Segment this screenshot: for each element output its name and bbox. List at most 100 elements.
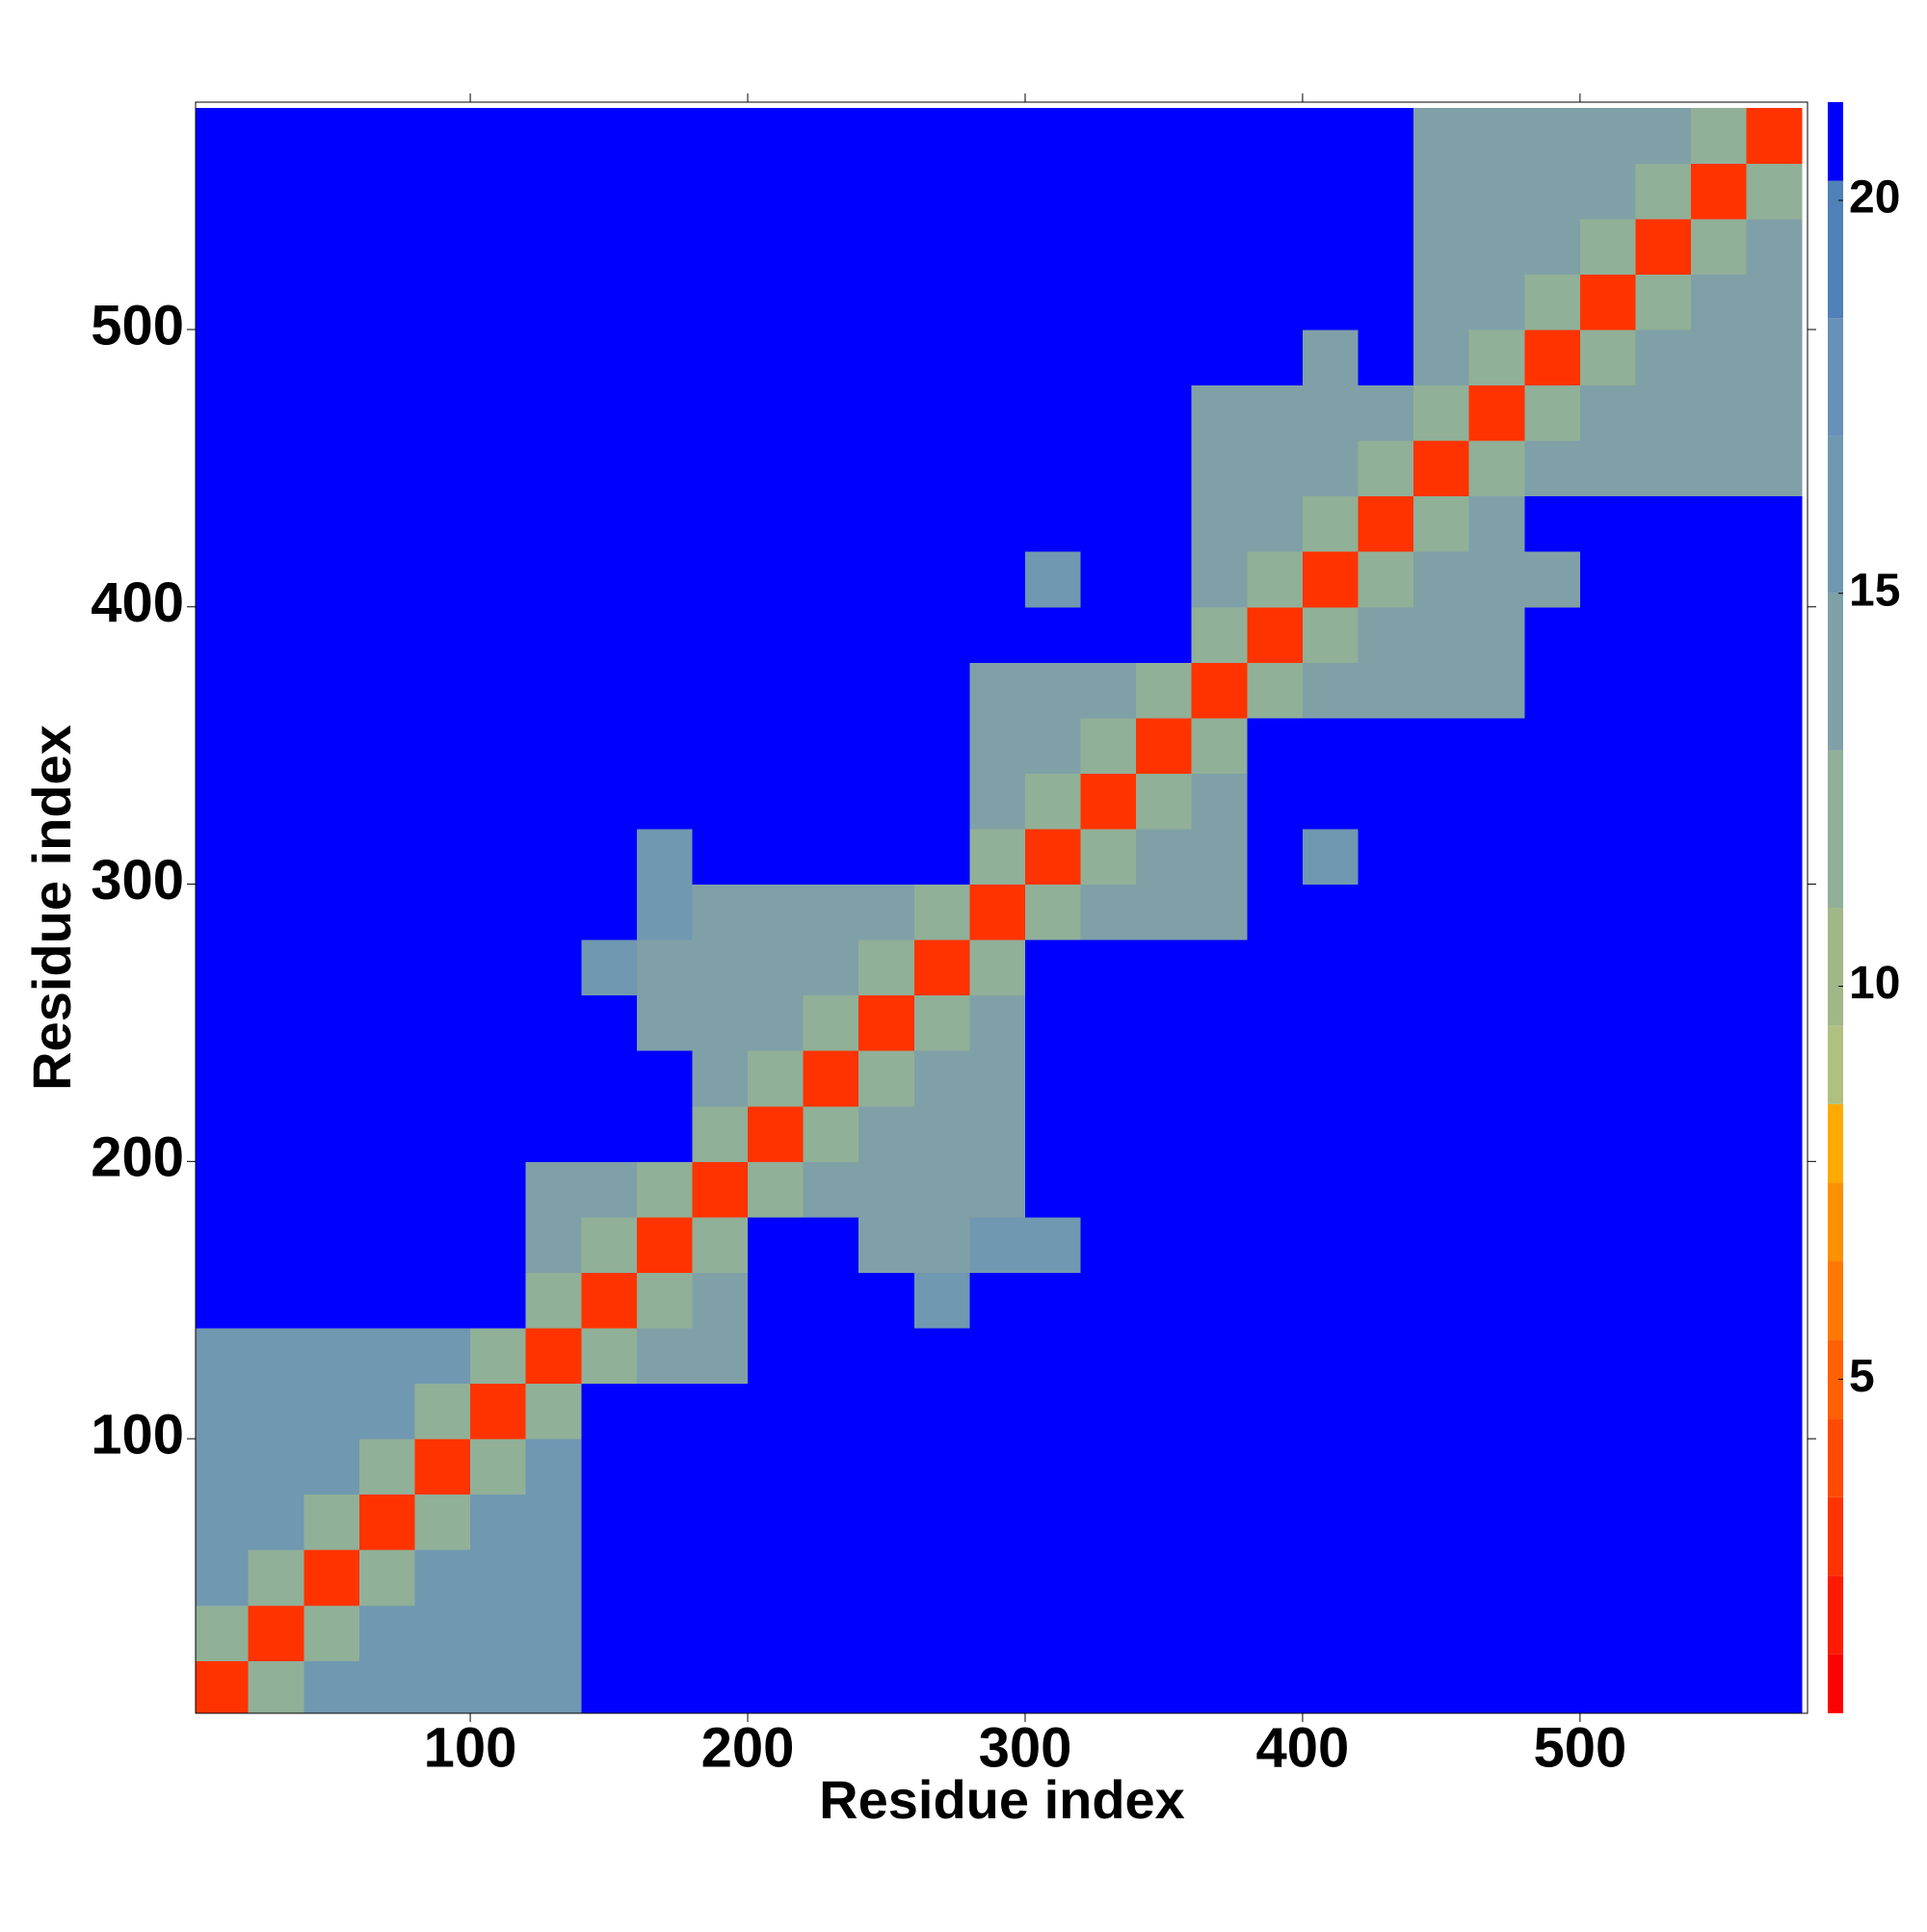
cell xyxy=(803,551,859,608)
cell xyxy=(1191,884,1248,940)
cell xyxy=(913,329,970,386)
cell xyxy=(1302,1272,1359,1329)
cell xyxy=(1691,1216,1748,1273)
cell xyxy=(1247,1383,1304,1440)
cell xyxy=(304,1439,360,1495)
x-tick-label: 500 xyxy=(1533,1716,1626,1779)
cell xyxy=(304,495,360,552)
cell xyxy=(1468,1383,1525,1440)
cell xyxy=(1080,1383,1137,1440)
cell xyxy=(1136,551,1193,608)
cell xyxy=(1024,994,1082,1051)
cell xyxy=(1136,1549,1193,1606)
cell xyxy=(1691,884,1748,940)
cell xyxy=(581,495,638,552)
cell xyxy=(1635,1494,1692,1550)
cell xyxy=(1524,1494,1581,1550)
cell xyxy=(858,662,915,719)
cell xyxy=(1746,1439,1803,1495)
cell xyxy=(1136,218,1193,275)
cell xyxy=(414,994,471,1051)
cell xyxy=(1691,384,1748,441)
cell xyxy=(1358,828,1414,886)
cell xyxy=(1191,1327,1248,1385)
cell xyxy=(470,1383,527,1440)
cell xyxy=(1691,1494,1748,1550)
cell xyxy=(525,1272,582,1329)
cell xyxy=(358,1549,415,1606)
cell xyxy=(525,828,582,886)
cell xyxy=(636,1604,693,1661)
cell xyxy=(1635,384,1692,441)
cell xyxy=(1136,1383,1193,1440)
cell xyxy=(913,1105,970,1162)
cell xyxy=(1468,1105,1525,1162)
cell xyxy=(414,1604,471,1661)
cell xyxy=(969,218,1026,275)
cell xyxy=(1191,1660,1248,1713)
cell xyxy=(1247,329,1304,386)
cell xyxy=(1080,994,1137,1051)
cell xyxy=(1579,773,1636,830)
cell xyxy=(1136,440,1193,497)
cell xyxy=(748,1660,805,1713)
cell xyxy=(1136,1660,1193,1713)
cell xyxy=(470,107,527,164)
cell xyxy=(1136,606,1193,663)
cell xyxy=(1579,1494,1636,1550)
cell xyxy=(692,1272,749,1329)
y-tick-label: 300 xyxy=(91,849,184,912)
cell xyxy=(1413,440,1470,497)
cell xyxy=(248,495,304,552)
cell xyxy=(414,606,471,663)
cell xyxy=(1358,994,1414,1051)
cell xyxy=(1691,1161,1748,1218)
colorbar-segment xyxy=(1828,1182,1843,1262)
cell xyxy=(748,1216,805,1273)
cell xyxy=(1413,218,1470,275)
cell xyxy=(1746,994,1803,1051)
cell xyxy=(358,1216,415,1273)
cell xyxy=(1635,773,1692,830)
cell xyxy=(1358,717,1414,774)
cell xyxy=(358,1161,415,1218)
cell xyxy=(1413,940,1470,996)
cell xyxy=(1024,1161,1082,1218)
colorbar-segment xyxy=(1828,1654,1843,1713)
cell xyxy=(470,163,527,220)
cell xyxy=(470,274,527,331)
cell xyxy=(1691,828,1748,886)
cell xyxy=(1080,1105,1137,1162)
cell xyxy=(470,1050,527,1107)
cell xyxy=(196,1660,250,1713)
cell xyxy=(1468,1660,1525,1713)
cell xyxy=(1191,218,1248,275)
cell xyxy=(1746,1105,1803,1162)
cell xyxy=(1302,606,1359,663)
cell xyxy=(1413,1327,1470,1385)
cell xyxy=(414,1327,471,1385)
cell xyxy=(470,1105,527,1162)
cell xyxy=(304,1383,360,1440)
cell xyxy=(1302,1604,1359,1661)
cell xyxy=(692,1050,749,1107)
cell xyxy=(1247,274,1304,331)
cell xyxy=(196,1604,250,1661)
cell xyxy=(1413,1216,1470,1273)
cell xyxy=(803,274,859,331)
cell xyxy=(1635,1439,1692,1495)
cell xyxy=(1524,828,1581,886)
cell xyxy=(1746,163,1803,220)
cell xyxy=(1358,1272,1414,1329)
cell xyxy=(1302,1216,1359,1273)
cell xyxy=(748,773,805,830)
cell xyxy=(248,329,304,386)
cell xyxy=(1635,662,1692,719)
cell xyxy=(969,1216,1026,1273)
cell xyxy=(358,1604,415,1661)
cell xyxy=(1524,994,1581,1051)
cell xyxy=(1524,1272,1581,1329)
x-tick-label: 100 xyxy=(424,1716,517,1779)
cell xyxy=(1746,717,1803,774)
cell xyxy=(1746,495,1803,552)
